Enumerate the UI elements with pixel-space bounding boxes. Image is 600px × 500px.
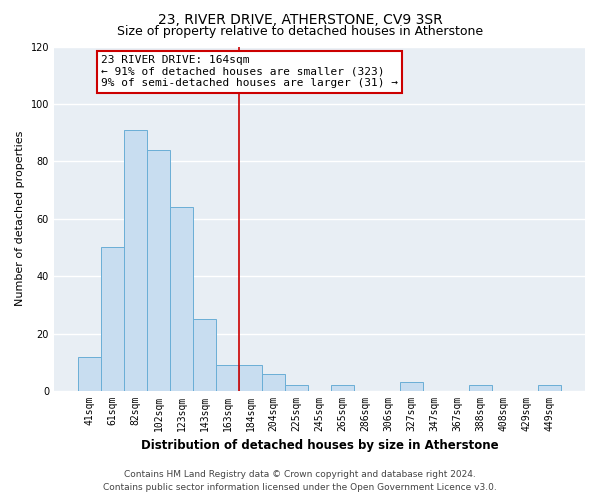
- Bar: [538, 386, 561, 391]
- Bar: [170, 208, 193, 391]
- Bar: [101, 248, 124, 391]
- Text: 23, RIVER DRIVE, ATHERSTONE, CV9 3SR: 23, RIVER DRIVE, ATHERSTONE, CV9 3SR: [158, 12, 442, 26]
- Bar: [331, 386, 354, 391]
- Bar: [147, 150, 170, 391]
- Text: Contains HM Land Registry data © Crown copyright and database right 2024.
Contai: Contains HM Land Registry data © Crown c…: [103, 470, 497, 492]
- Bar: [216, 365, 239, 391]
- Bar: [400, 382, 423, 391]
- Text: 23 RIVER DRIVE: 164sqm
← 91% of detached houses are smaller (323)
9% of semi-det: 23 RIVER DRIVE: 164sqm ← 91% of detached…: [101, 55, 398, 88]
- X-axis label: Distribution of detached houses by size in Atherstone: Distribution of detached houses by size …: [140, 440, 498, 452]
- Bar: [239, 365, 262, 391]
- Bar: [262, 374, 285, 391]
- Bar: [285, 386, 308, 391]
- Bar: [78, 356, 101, 391]
- Bar: [124, 130, 147, 391]
- Y-axis label: Number of detached properties: Number of detached properties: [15, 131, 25, 306]
- Bar: [193, 320, 216, 391]
- Bar: [469, 386, 492, 391]
- Text: Size of property relative to detached houses in Atherstone: Size of property relative to detached ho…: [117, 25, 483, 38]
